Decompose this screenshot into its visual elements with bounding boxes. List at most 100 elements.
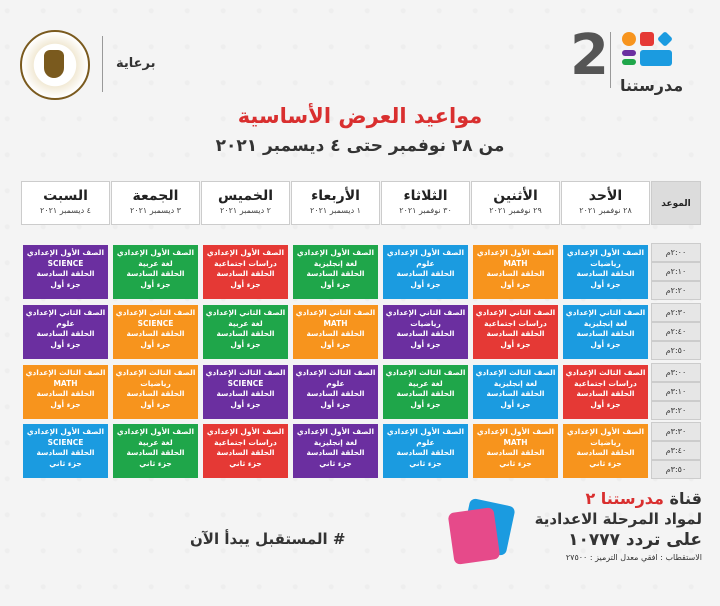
cell-episode: الحلقة السادسة xyxy=(576,448,635,457)
ministry-block: برعاية xyxy=(20,30,210,100)
cell-subject: MATH xyxy=(503,258,528,268)
day-header: الأحد ٢٨ نوفمبر ٢٠٢١ xyxy=(561,181,650,225)
cell-grade: الصف الأول الإعدادي xyxy=(206,248,285,257)
channel-number: 2 xyxy=(570,23,609,88)
cell-part: جزء أول xyxy=(230,339,261,349)
cell-subject: MATH xyxy=(323,318,348,328)
cell-grade: الصف الثالث الإعدادي xyxy=(25,368,106,377)
cell-grade: الصف الثالث الإعدادي xyxy=(205,368,286,377)
cell-grade: الصف الثالث الإعدادي xyxy=(385,368,466,377)
cell-part: جزء أول xyxy=(410,399,441,409)
cell-subject: SCIENCE xyxy=(227,378,264,388)
cell-subject: رياضيات xyxy=(590,437,621,447)
cell-subject: SCIENCE xyxy=(47,258,84,268)
time-slot: ٣:٠٠م xyxy=(651,363,701,382)
schedule-cell: الصف الثاني الإعدادي دراسات اجتماعية الحلق… xyxy=(473,305,558,359)
cell-episode: الحلقة السادسة xyxy=(216,329,275,338)
day-date: ٤ ديسمبر ٢٠٢١ xyxy=(40,206,91,215)
cell-episode: الحلقة السادسة xyxy=(306,389,365,398)
channel-info: قناة مدرستنا ٢ لمواد المرحلة الاعدادية ع… xyxy=(502,489,702,562)
cell-part: جزء ثاني xyxy=(139,458,172,468)
cell-subject: لغة عربية xyxy=(138,437,173,447)
cell-subject: دراسات اجتماعية xyxy=(214,437,277,447)
cell-grade: الصف الثالث الإعدادي xyxy=(565,368,646,377)
cell-subject: لغة إنجليزية xyxy=(313,258,358,268)
day-name: الثلاثاء xyxy=(403,188,448,204)
cell-subject: لغة إنجليزية xyxy=(313,437,358,447)
time-slot: ٣:٥٠م xyxy=(651,460,701,479)
cell-grade: الصف الأول الإعدادي xyxy=(566,248,645,257)
cell-part: جزء أول xyxy=(50,399,81,409)
time-slot: ٣:٣٠م xyxy=(651,422,701,441)
logo-divider xyxy=(610,32,611,88)
schedule-cell: الصف الثاني الإعدادي SCIENCE الحلقة السادس… xyxy=(113,305,198,359)
schedule-cell: الصف الثالث الإعدادي MATH الحلقة السادسة جز… xyxy=(23,365,108,419)
cell-subject: لغة عربية xyxy=(138,258,173,268)
cell-episode: الحلقة السادسة xyxy=(36,329,95,338)
time-slot: ٢:٢٠م xyxy=(651,281,701,300)
channel-reception: الاستقطاب : افقي معدل الترميز : ٢٧٥٠٠ xyxy=(565,553,702,562)
day-header: الثلاثاء ٣٠ نوفمبر ٢٠٢١ xyxy=(381,181,470,225)
logo-tiles-icon xyxy=(622,31,678,72)
page-subtitle: من ٢٨ نوفمبر حتى ٤ ديسمبر ٢٠٢١ xyxy=(215,136,505,156)
cell-grade: الصف الأول الإعدادي xyxy=(116,248,195,257)
cell-episode: الحلقة السادسة xyxy=(396,448,455,457)
time-slot: ٣:٢٠م xyxy=(651,401,701,420)
cell-subject: SCIENCE xyxy=(137,318,174,328)
cell-subject: لغة إنجليزية xyxy=(583,318,628,328)
time-slot: ٣:١٠م xyxy=(651,382,701,401)
cell-episode: الحلقة السادسة xyxy=(216,389,275,398)
cell-subject: رياضيات xyxy=(590,258,621,268)
hashtag-slogan: # المستقبل يبدأ الآن xyxy=(190,530,346,548)
cell-subject: دراسات اجتماعية xyxy=(484,318,547,328)
cell-grade: الصف الثاني الإعدادي xyxy=(565,308,646,317)
schedule-cell: الصف الثاني الإعدادي لغة عربية الحلقة السا… xyxy=(203,305,288,359)
cell-part: جزء ثاني xyxy=(319,458,352,468)
cell-part: جزء ثاني xyxy=(229,458,262,468)
day-date: ١ ديسمبر ٢٠٢١ xyxy=(310,206,361,215)
time-slot: ٣:٤٠م xyxy=(651,441,701,460)
cell-part: جزء ثاني xyxy=(409,458,442,468)
cell-part: جزء أول xyxy=(320,279,351,289)
cell-grade: الصف الثاني الإعدادي xyxy=(295,308,376,317)
cell-part: جزء أول xyxy=(410,339,441,349)
schedule-cell: الصف الأول الإعدادي MATH الحلقة السادسة جزء… xyxy=(473,245,558,299)
schedule-cell: الصف الأول الإعدادي رياضيات الحلقة السادسة… xyxy=(563,245,648,299)
cell-grade: الصف الثاني الإعدادي xyxy=(385,308,466,317)
cell-episode: الحلقة السادسة xyxy=(36,389,95,398)
cell-grade: الصف الأول الإعدادي xyxy=(386,248,465,257)
cell-grade: الصف الأول الإعدادي xyxy=(26,248,105,257)
cell-grade: الصف الأول الإعدادي xyxy=(476,248,555,257)
cell-subject: لغة إنجليزية xyxy=(493,378,538,388)
cell-subject: علوم xyxy=(416,258,435,268)
cell-subject: دراسات اجتماعية xyxy=(214,258,277,268)
cell-episode: الحلقة السادسة xyxy=(486,269,545,278)
cell-grade: الصف الأول الإعدادي xyxy=(296,427,375,436)
cell-part: جزء أول xyxy=(140,399,171,409)
cell-grade: الصف الأول الإعدادي xyxy=(566,427,645,436)
channel-prefix: قناة xyxy=(669,489,702,508)
cell-part: جزء أول xyxy=(320,339,351,349)
cell-grade: الصف الأول الإعدادي xyxy=(296,248,375,257)
day-date: ٣ ديسمبر ٢٠٢١ xyxy=(130,206,181,215)
schedule-cell: الصف الأول الإعدادي MATH الحلقة السادسة جزء… xyxy=(473,424,558,478)
madrasatna-logo: 2 مدرستنا xyxy=(570,28,690,98)
cell-episode: الحلقة السادسة xyxy=(126,389,185,398)
schedule-cell: الصف الثاني الإعدادي رياضيات الحلقة السادس… xyxy=(383,305,468,359)
schedule-cell: الصف الأول الإعدادي علوم الحلقة السادسة جزء… xyxy=(383,424,468,478)
cell-episode: الحلقة السادسة xyxy=(396,269,455,278)
cell-episode: الحلقة السادسة xyxy=(306,448,365,457)
cell-episode: الحلقة السادسة xyxy=(306,329,365,338)
cell-part: جزء أول xyxy=(590,399,621,409)
cell-part: جزء أول xyxy=(140,279,171,289)
day-date: ٢٨ نوفمبر ٢٠٢١ xyxy=(579,206,632,215)
cell-episode: الحلقة السادسة xyxy=(576,329,635,338)
schedule-cell: الصف الأول الإعدادي SCIENCE الحلقة السادسة… xyxy=(23,424,108,478)
cell-episode: الحلقة السادسة xyxy=(576,269,635,278)
ministry-seal-icon xyxy=(20,30,90,100)
cell-subject: علوم xyxy=(416,437,435,447)
cell-episode: الحلقة السادسة xyxy=(486,329,545,338)
cell-episode: الحلقة السادسة xyxy=(396,389,455,398)
day-header: الأربعاء ١ ديسمبر ٢٠٢١ xyxy=(291,181,380,225)
